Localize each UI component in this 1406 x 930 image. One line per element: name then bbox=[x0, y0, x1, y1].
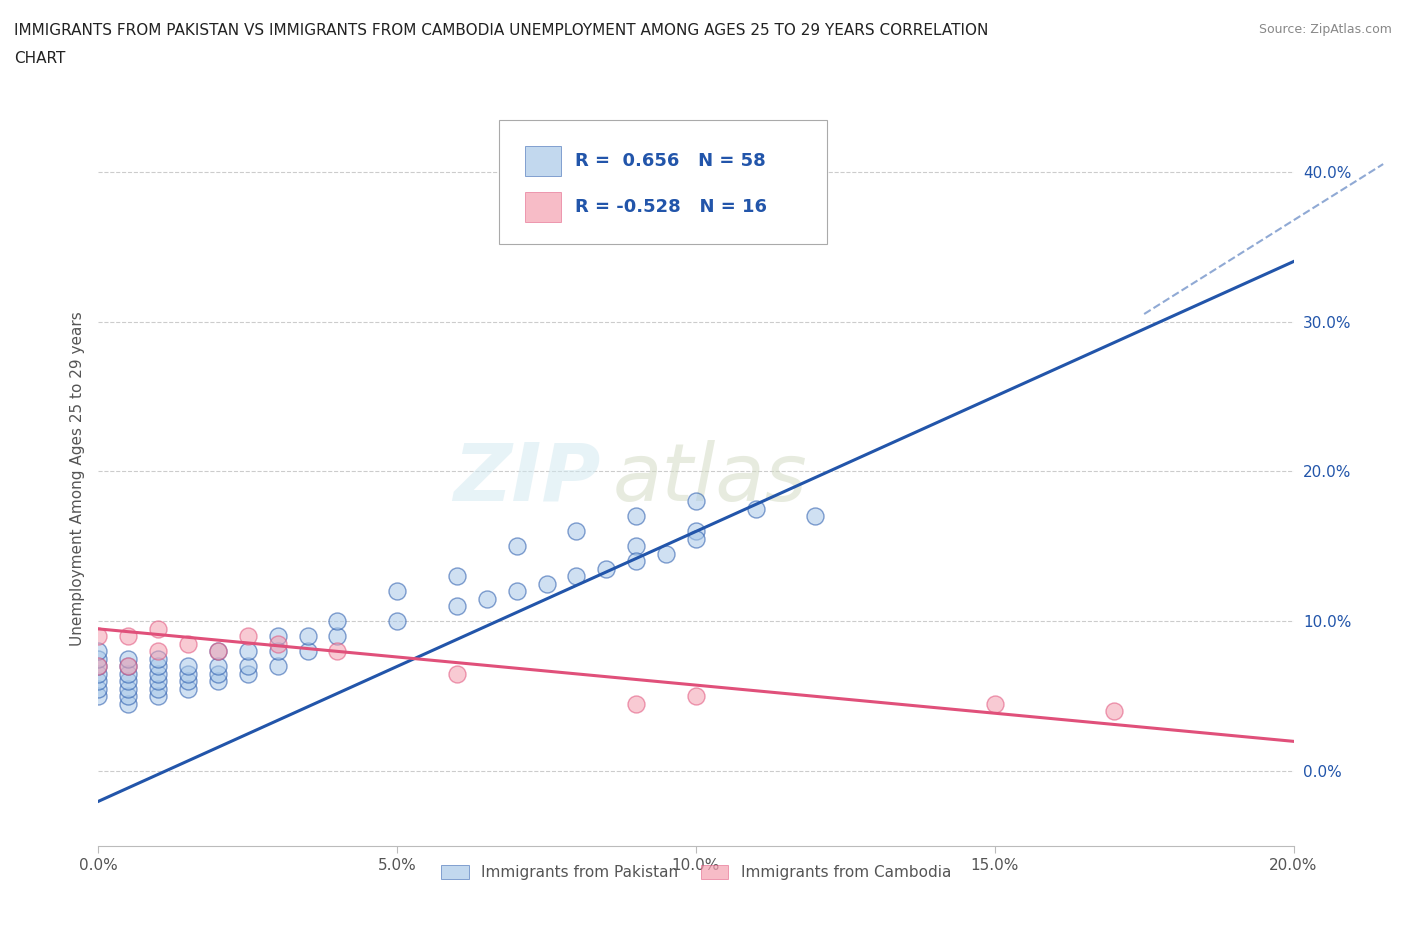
Point bbox=[475, 591, 498, 606]
Text: CHART: CHART bbox=[14, 51, 66, 66]
Point bbox=[236, 667, 259, 682]
Point bbox=[565, 524, 588, 538]
Text: Source: ZipAtlas.com: Source: ZipAtlas.com bbox=[1258, 23, 1392, 36]
Point bbox=[626, 554, 648, 569]
Point bbox=[207, 644, 229, 658]
Point bbox=[236, 644, 259, 658]
Point bbox=[267, 636, 290, 651]
Point bbox=[685, 524, 707, 538]
Point bbox=[148, 674, 170, 689]
Point bbox=[87, 689, 110, 704]
Point bbox=[148, 621, 170, 636]
Point bbox=[148, 659, 170, 674]
Point bbox=[236, 629, 259, 644]
Point bbox=[148, 689, 170, 704]
Point bbox=[536, 577, 558, 591]
Point bbox=[506, 584, 529, 599]
Point bbox=[326, 644, 349, 658]
Point bbox=[117, 667, 139, 682]
Point bbox=[87, 682, 110, 697]
Point bbox=[148, 682, 170, 697]
Bar bbox=[524, 193, 561, 222]
Text: R = -0.528   N = 16: R = -0.528 N = 16 bbox=[575, 198, 768, 216]
Point bbox=[117, 629, 139, 644]
Point bbox=[87, 651, 110, 666]
Point bbox=[804, 509, 827, 524]
Point bbox=[446, 599, 468, 614]
Point bbox=[87, 659, 110, 674]
Point bbox=[297, 644, 319, 658]
Point bbox=[177, 636, 200, 651]
Point bbox=[267, 659, 290, 674]
Point bbox=[385, 614, 409, 629]
Point bbox=[207, 674, 229, 689]
Point bbox=[446, 667, 468, 682]
Legend: Immigrants from Pakistan, Immigrants from Cambodia: Immigrants from Pakistan, Immigrants fro… bbox=[434, 858, 957, 886]
Point bbox=[117, 689, 139, 704]
Point bbox=[207, 667, 229, 682]
Point bbox=[267, 629, 290, 644]
Point bbox=[177, 659, 200, 674]
Point bbox=[177, 674, 200, 689]
Point bbox=[87, 629, 110, 644]
Point bbox=[565, 569, 588, 584]
Point bbox=[595, 562, 617, 577]
Point bbox=[177, 682, 200, 697]
Point bbox=[685, 689, 707, 704]
Point bbox=[87, 667, 110, 682]
Text: R =  0.656   N = 58: R = 0.656 N = 58 bbox=[575, 152, 766, 170]
Point bbox=[117, 651, 139, 666]
Text: IMMIGRANTS FROM PAKISTAN VS IMMIGRANTS FROM CAMBODIA UNEMPLOYMENT AMONG AGES 25 : IMMIGRANTS FROM PAKISTAN VS IMMIGRANTS F… bbox=[14, 23, 988, 38]
Bar bbox=[524, 146, 561, 176]
Point bbox=[87, 644, 110, 658]
Point bbox=[626, 509, 648, 524]
Point bbox=[117, 659, 139, 674]
Point bbox=[148, 667, 170, 682]
Point bbox=[626, 697, 648, 711]
Point bbox=[626, 539, 648, 554]
Point bbox=[117, 674, 139, 689]
Point bbox=[745, 501, 768, 516]
Point bbox=[685, 531, 707, 546]
Point bbox=[984, 697, 1007, 711]
FancyBboxPatch shape bbox=[499, 120, 827, 244]
Point bbox=[326, 629, 349, 644]
Point bbox=[148, 651, 170, 666]
Point bbox=[385, 584, 409, 599]
Point bbox=[446, 569, 468, 584]
Point bbox=[177, 667, 200, 682]
Point bbox=[87, 659, 110, 674]
Point bbox=[117, 697, 139, 711]
Point bbox=[87, 674, 110, 689]
Point bbox=[655, 547, 678, 562]
Point bbox=[1104, 704, 1126, 719]
Point bbox=[267, 644, 290, 658]
Point bbox=[148, 644, 170, 658]
Text: ZIP: ZIP bbox=[453, 440, 600, 518]
Text: atlas: atlas bbox=[613, 440, 807, 518]
Point bbox=[117, 682, 139, 697]
Point bbox=[297, 629, 319, 644]
Point bbox=[685, 494, 707, 509]
Point bbox=[236, 659, 259, 674]
Point bbox=[117, 659, 139, 674]
Point bbox=[506, 539, 529, 554]
Point bbox=[207, 644, 229, 658]
Point bbox=[326, 614, 349, 629]
Point bbox=[207, 659, 229, 674]
Y-axis label: Unemployment Among Ages 25 to 29 years: Unemployment Among Ages 25 to 29 years bbox=[69, 312, 84, 646]
